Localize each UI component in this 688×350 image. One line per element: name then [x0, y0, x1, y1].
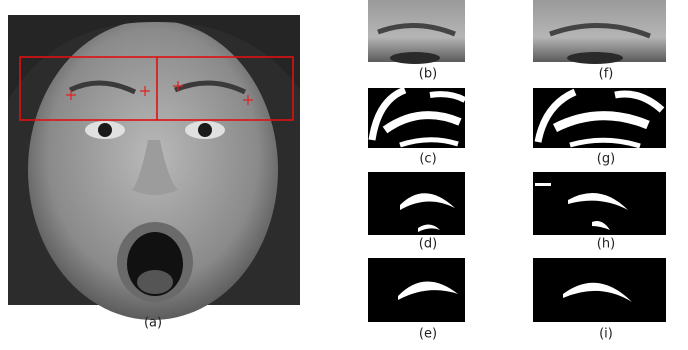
panel-label: (d)	[419, 237, 437, 252]
noise-region	[535, 183, 551, 186]
panel-label: (g)	[597, 152, 615, 167]
panel-label: (f)	[599, 67, 614, 82]
binary-final-right	[533, 258, 666, 322]
right-pupil	[198, 123, 212, 137]
binary-final-left	[368, 258, 465, 322]
panel-label: (a)	[144, 316, 162, 331]
eye	[567, 52, 623, 64]
face-photo	[8, 15, 300, 320]
panel-label: (c)	[419, 152, 436, 167]
tongue	[137, 270, 173, 294]
panel-label: (e)	[419, 327, 437, 342]
binary-candidates-left	[368, 172, 465, 235]
eyebrow-crop-right	[533, 0, 666, 64]
binary-candidates-right	[533, 172, 666, 235]
binary-image	[368, 172, 465, 235]
panel-label: (i)	[599, 327, 613, 342]
eyebrow-crop-left	[368, 0, 465, 64]
eye	[390, 52, 440, 64]
panel-label: (h)	[597, 237, 615, 252]
panel-label: (b)	[419, 67, 437, 82]
figure: (a) (b) (f) (c) (g)	[0, 0, 688, 350]
left-pupil	[98, 123, 112, 137]
binary-threshold-left	[368, 88, 465, 148]
binary-threshold-right	[533, 88, 666, 148]
